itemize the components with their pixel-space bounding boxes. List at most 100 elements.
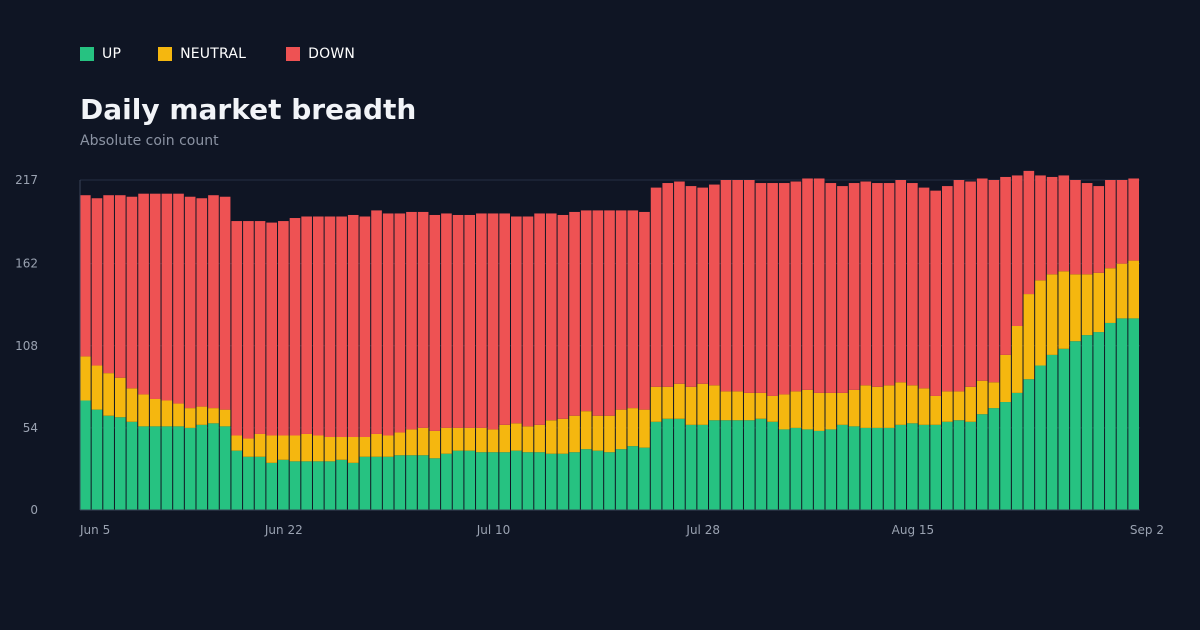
bar-segment-up [930, 424, 941, 510]
bar-segment-neutral [452, 427, 464, 451]
x-tick-label: Jun 22 [264, 523, 303, 537]
bar-segment-up [429, 458, 441, 510]
bar-segment-up [732, 420, 743, 510]
bar-segment-neutral [604, 415, 615, 453]
bar-segment-neutral [173, 403, 184, 427]
bar-segment-up [103, 415, 114, 510]
bar-segment-neutral [639, 409, 650, 448]
bar-segment-neutral [1035, 280, 1046, 366]
bar-segment-up [907, 423, 918, 510]
bar-segment-down [522, 216, 534, 427]
bar-segment-neutral [743, 392, 755, 421]
bar-segment-up [685, 424, 697, 510]
bar-segment-up [301, 461, 312, 510]
bar-segment-up [988, 408, 1000, 510]
bar-segment-up [918, 424, 930, 510]
bar-segment-neutral [650, 386, 662, 422]
bar-segment-down [417, 211, 429, 428]
bar-segment-down [1116, 180, 1128, 264]
bar-segment-down [114, 195, 126, 378]
bar-segment-down [301, 216, 312, 434]
y-tick-label: 0 [30, 503, 38, 517]
bar-segment-down [697, 187, 709, 384]
bar-segment-down [813, 178, 825, 393]
bar-segment-neutral [545, 420, 557, 454]
bar-segment-down [1046, 176, 1058, 275]
bar-segment-up [324, 461, 336, 510]
bar-segment-down [278, 221, 289, 436]
bar-segment-down [615, 210, 627, 410]
bar-segment-up [394, 455, 406, 510]
bar-segment-down [988, 180, 1000, 383]
bar-segment-neutral [1116, 263, 1128, 319]
bar-segment-down [196, 198, 208, 407]
bar-segment-down [336, 216, 347, 438]
bar-segment-neutral [988, 382, 1000, 409]
bar-segment-up [126, 421, 138, 510]
bar-segment-down [825, 183, 837, 393]
bar-segment-neutral [301, 433, 312, 462]
bar-segment-down [732, 180, 743, 392]
bar-segment-down [848, 183, 860, 390]
bar-segment-neutral [312, 435, 324, 462]
bar-segment-neutral [126, 388, 138, 422]
bar-segment-down [930, 190, 941, 396]
bar-segment-up [441, 453, 452, 510]
bar-segment-down [953, 180, 965, 392]
bar-segment-down [441, 213, 452, 428]
bar-segment-up [1046, 354, 1058, 510]
bar-segment-down [149, 193, 161, 399]
bar-segment-neutral [720, 391, 732, 421]
bar-segment-neutral [965, 386, 976, 422]
bar-segment-down [126, 196, 138, 389]
bar-segment-neutral [382, 435, 394, 457]
bar-segment-neutral [149, 398, 161, 427]
bar-segment-down [569, 211, 580, 416]
bar-segment-neutral [1105, 268, 1116, 323]
bar-segment-down [1058, 175, 1070, 272]
bar-segment-down [476, 213, 487, 428]
bar-segment-neutral [184, 408, 196, 428]
bar-segment-up [557, 453, 569, 510]
bar-segment-down [499, 213, 510, 425]
x-tick-label: Aug 15 [892, 523, 935, 537]
bar-segment-down [208, 195, 219, 409]
bar-segment-down [534, 213, 545, 425]
bar-segment-down [709, 184, 720, 386]
bar-segment-up [1128, 318, 1139, 510]
bar-segment-up [650, 421, 662, 510]
bar-segment-neutral [1081, 274, 1093, 336]
bar-segment-neutral [138, 394, 149, 427]
bar-segment-up [895, 424, 907, 510]
bar-segment-down [557, 214, 569, 419]
bar-segment-up [173, 426, 184, 510]
bar-segment-down [219, 196, 231, 410]
bar-segment-up [161, 426, 173, 510]
bar-segment-neutral [196, 406, 208, 425]
y-tick-label: 217 [15, 173, 38, 187]
bar-segment-down [80, 195, 91, 357]
bar-segment-up [755, 418, 767, 510]
legend-label-neutral: NEUTRAL [180, 46, 247, 62]
bar-segment-neutral [557, 418, 569, 454]
bar-segment-down [790, 181, 802, 392]
bar-segment-neutral [1000, 354, 1011, 403]
bar-segment-down [743, 180, 755, 393]
bar-segment-up [790, 427, 802, 510]
bar-segment-neutral [1128, 260, 1139, 319]
bar-segment-up [347, 462, 359, 510]
bar-segment-neutral [883, 385, 895, 428]
bar-segment-up [1070, 341, 1081, 510]
y-tick-label: 54 [23, 421, 38, 435]
y-tick-label: 162 [15, 257, 38, 271]
bar-segment-neutral [336, 437, 347, 460]
bar-segment-up [476, 452, 487, 510]
bar-segment-neutral [848, 389, 860, 427]
bar-segment-neutral [219, 409, 231, 427]
bar-segment-down [1128, 178, 1139, 261]
bar-segment-neutral [860, 385, 872, 428]
bar-segment-down [184, 196, 196, 409]
bar-segment-neutral [802, 389, 813, 430]
bar-segment-down [1000, 176, 1011, 355]
bar-segment-neutral [510, 423, 522, 451]
